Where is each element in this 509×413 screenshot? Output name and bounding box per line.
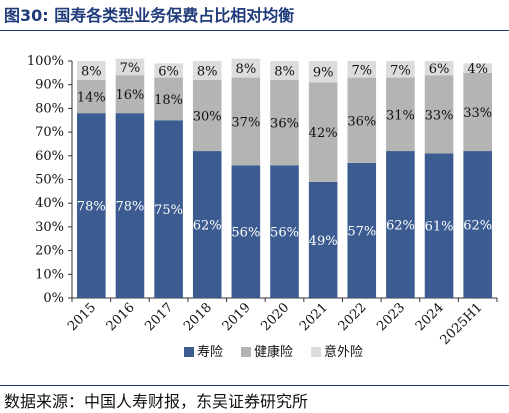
x-tick-label: 2020 — [258, 300, 292, 334]
y-tick-label: 40% — [35, 196, 64, 211]
bar-segment-life — [347, 162, 377, 298]
bar-segment-accident — [308, 61, 338, 83]
source-rule — [0, 385, 509, 386]
data-label: 8% — [197, 64, 218, 79]
bar-segment-health — [77, 79, 106, 114]
data-label: 8% — [274, 64, 295, 79]
bar-segment-life — [386, 151, 415, 298]
x-tick-label: 2018 — [181, 300, 215, 334]
data-label: 7% — [390, 63, 411, 78]
bar-segment-life — [463, 151, 492, 298]
x-tick-label: 2021 — [297, 300, 331, 334]
legend-label: 意外险 — [324, 344, 363, 360]
bar-segment-health — [115, 75, 145, 114]
bar-segment-life — [115, 113, 145, 298]
stacked-bar-chart: 0% 10% 20% 30% 40% 50% 60% 70% 80% 90% 100% 78% 14% 8… — [27, 54, 498, 360]
data-label: 78% — [116, 200, 145, 215]
bar-segment-life — [270, 165, 299, 298]
bar-segment-health — [154, 77, 183, 121]
data-label: 18% — [154, 93, 183, 108]
x-tick-label: 2025H1 — [438, 300, 486, 348]
bar-segment-accident — [154, 63, 183, 78]
y-tick-label: 10% — [35, 267, 64, 282]
data-label: 14% — [77, 91, 106, 106]
data-label: 56% — [270, 226, 299, 241]
data-label: 8% — [81, 64, 102, 79]
bar-segment-health — [463, 72, 492, 152]
data-label: 31% — [386, 108, 415, 123]
legend-label: 健康险 — [254, 344, 293, 360]
y-tick-label: 80% — [35, 101, 64, 116]
y-tick-label: 60% — [35, 149, 64, 164]
data-label: 62% — [193, 219, 222, 234]
bar-segment-health — [231, 77, 261, 166]
data-label: 78% — [77, 200, 106, 215]
data-label: 56% — [231, 226, 260, 241]
bar-segment-accident — [347, 61, 377, 78]
y-tick-label: 20% — [35, 244, 64, 259]
data-label: 36% — [270, 117, 299, 132]
bar-segment-accident — [270, 61, 299, 80]
data-label: 49% — [309, 234, 338, 249]
y-tick-label: 70% — [35, 125, 64, 140]
data-label: 33% — [463, 106, 492, 121]
bar-segment-health — [386, 77, 415, 152]
bar-segment-life — [424, 153, 454, 298]
data-label: 62% — [386, 219, 415, 234]
data-label: 9% — [313, 66, 334, 81]
data-label: 7% — [120, 61, 141, 76]
y-tick-label: 0% — [43, 291, 64, 306]
data-label: 42% — [309, 126, 338, 141]
bar-segment-health — [192, 79, 222, 152]
data-label: 16% — [116, 88, 145, 103]
bar-segment-life — [154, 120, 183, 298]
title-rule — [0, 30, 509, 31]
bar-segment-health — [308, 82, 338, 182]
legend-swatch — [311, 347, 321, 357]
bar-segment-life — [308, 181, 338, 298]
bar-segment-accident — [192, 61, 222, 80]
bar-segment-accident — [424, 61, 454, 76]
data-label: 8% — [236, 62, 257, 77]
bar-segment-accident — [77, 61, 106, 80]
data-label: 62% — [463, 219, 492, 234]
y-tick-label: 30% — [35, 220, 64, 235]
data-label: 33% — [425, 108, 454, 123]
bar-segment-health — [424, 75, 454, 154]
data-label: 6% — [429, 62, 450, 77]
data-label: 61% — [425, 220, 454, 235]
x-tick-label: 2017 — [142, 300, 176, 334]
data-label: 36% — [347, 114, 376, 129]
x-tick-label: 2023 — [374, 300, 408, 334]
bar-segment-accident — [386, 61, 415, 78]
x-tick-label: 2022 — [336, 300, 370, 334]
y-tick-label: 50% — [35, 173, 64, 188]
bar-segment-life — [231, 165, 261, 298]
data-label: 57% — [347, 224, 376, 239]
bar-segment-life — [77, 113, 106, 298]
source-note: 数据来源：中国人寿财报，东吴证券研究所 — [4, 392, 309, 411]
data-label: 30% — [193, 110, 222, 125]
bar-segment-accident — [115, 58, 145, 76]
figure-title: 图30: 国寿各类型业务保费占比相对均衡 — [4, 6, 295, 25]
x-tick-label: 2019 — [220, 300, 254, 334]
x-tick-label: 2024 — [413, 300, 447, 334]
bar-segment-accident — [463, 63, 492, 73]
legend-swatch — [241, 347, 251, 357]
y-tick-label: 100% — [27, 54, 64, 69]
bar-segment-accident — [231, 58, 261, 78]
data-label: 37% — [231, 115, 260, 130]
y-tick-label: 90% — [35, 78, 64, 93]
bar-segment-health — [347, 77, 377, 163]
data-label: 75% — [154, 203, 183, 218]
data-label: 6% — [158, 64, 179, 79]
bar-segment-life — [192, 151, 222, 298]
x-tick-label: 2015 — [65, 300, 99, 334]
data-label: 4% — [467, 62, 488, 77]
legend-label: 寿险 — [197, 345, 223, 360]
data-label: 7% — [351, 63, 372, 78]
bar-segment-health — [270, 79, 299, 166]
legend-swatch — [184, 347, 194, 357]
x-tick-label: 2016 — [104, 300, 138, 334]
